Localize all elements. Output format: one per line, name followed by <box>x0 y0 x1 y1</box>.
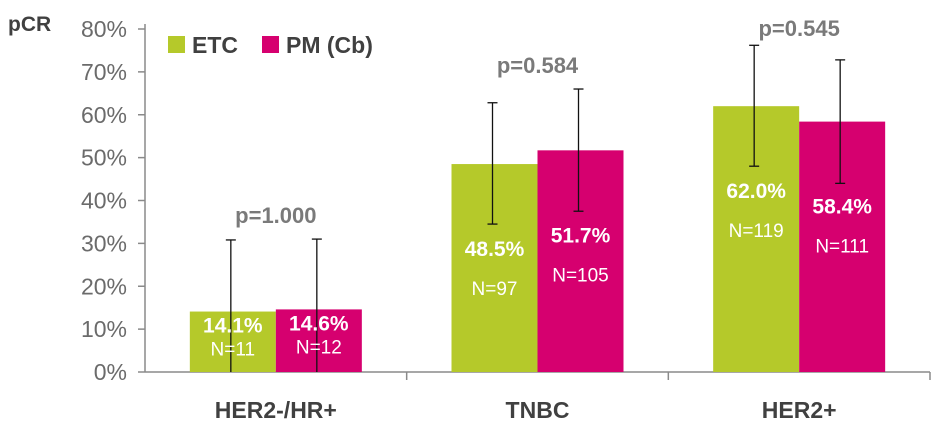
y-axis-label: pCR <box>8 13 51 36</box>
bar-value-label: 14.1% <box>203 315 263 338</box>
y-tick-label: 70% <box>81 59 127 85</box>
bar-pm-cb <box>275 309 362 372</box>
bar-pm-cb <box>537 150 624 372</box>
p-value-label: p=1.000 <box>235 203 316 228</box>
bar-value-label: 14.6% <box>289 312 349 335</box>
y-tick-label: 10% <box>81 316 127 342</box>
bar-n-label: N=105 <box>552 265 609 286</box>
bar-n-label: N=119 <box>729 221 784 242</box>
bar-etc <box>189 311 276 372</box>
legend-label-pm-cb: PM (Cb) <box>286 32 373 58</box>
bar-n-label: N=111 <box>815 237 869 258</box>
bar-value-label: 62.0% <box>726 180 786 203</box>
bar-value-label: 58.4% <box>812 196 872 219</box>
x-category-label: HER2-/HR+ <box>215 397 337 423</box>
legend-swatch-pm-cb <box>262 36 279 53</box>
legend-label-etc: ETC <box>192 32 238 58</box>
x-category-label: TNBC <box>506 397 570 423</box>
bar-n-label: N=97 <box>472 279 518 300</box>
bar-n-label: N=12 <box>296 337 342 358</box>
y-tick-label: 40% <box>81 188 127 214</box>
bar-n-label: N=11 <box>211 340 256 361</box>
p-value-label: p=0.584 <box>497 53 579 78</box>
bar-etc <box>451 164 538 372</box>
bar-etc <box>713 106 800 373</box>
bar-value-label: 51.7% <box>551 224 611 247</box>
y-tick-label: 30% <box>81 230 127 256</box>
p-value-label: p=0.545 <box>758 16 839 41</box>
y-tick-label: 50% <box>81 145 127 171</box>
x-category-label: HER2+ <box>762 397 837 423</box>
y-tick-label: 0% <box>94 359 127 385</box>
y-tick-label: 60% <box>81 102 127 128</box>
bar-pm-cb <box>799 121 886 372</box>
legend-swatch-etc <box>168 36 185 53</box>
y-tick-label: 80% <box>81 16 127 42</box>
bar-value-label: 48.5% <box>465 238 525 261</box>
y-tick-label: 20% <box>81 273 127 299</box>
